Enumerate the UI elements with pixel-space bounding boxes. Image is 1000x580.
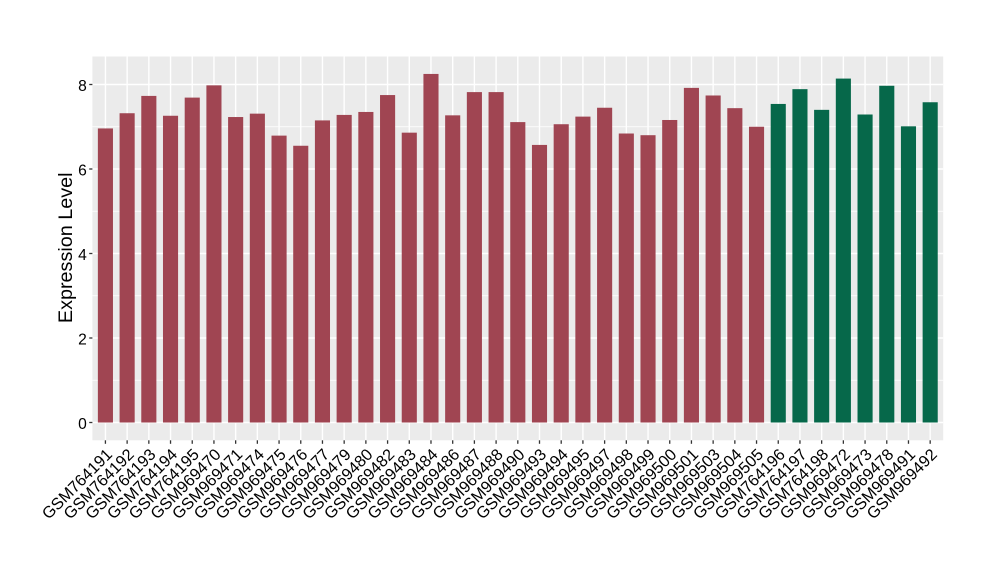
svg-text:0: 0 — [78, 416, 87, 433]
svg-text:2: 2 — [78, 332, 87, 349]
svg-text:Expression Level: Expression Level — [55, 172, 77, 323]
svg-text:8: 8 — [78, 78, 87, 95]
svg-text:4: 4 — [78, 247, 87, 264]
svg-text:6: 6 — [78, 163, 87, 180]
